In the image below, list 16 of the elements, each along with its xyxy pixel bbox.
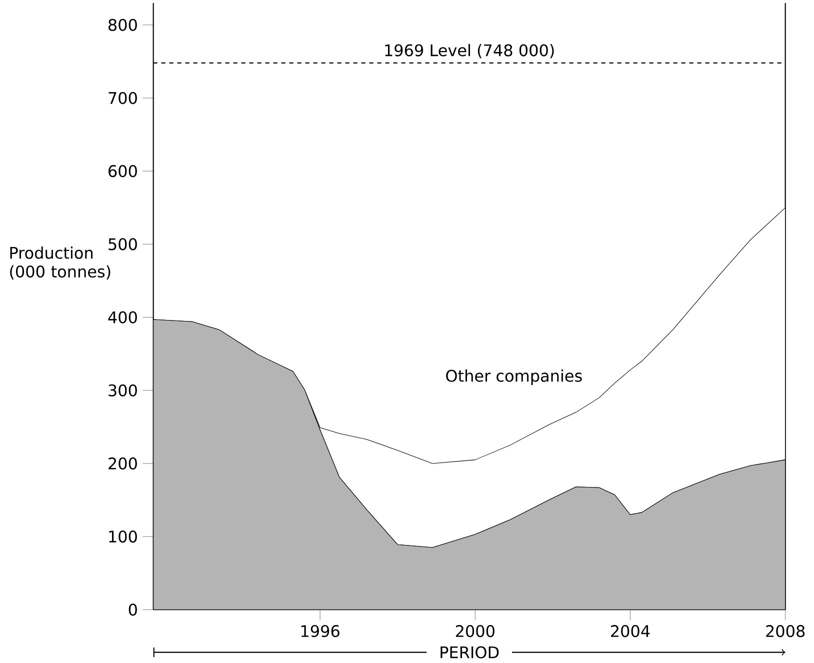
x-tick-label: 1996	[301, 625, 340, 638]
y-tick-label: 500	[108, 238, 137, 250]
ref-line-label: 1969 Level (748 000)	[385, 44, 554, 58]
x-tick-label: 2004	[611, 625, 650, 638]
y-tick-label: 200	[108, 457, 137, 470]
x-tick-label: 2000	[456, 625, 494, 638]
y-tick-label: 100	[109, 530, 137, 543]
x-axis-title: PERIOD	[440, 646, 499, 658]
x-tick-label: 2008	[766, 625, 805, 638]
y-tick-label: 300	[108, 384, 137, 396]
y-tick-label: 600	[108, 165, 137, 178]
y-tick-label: 800	[108, 18, 137, 31]
y-tick-label: 400	[108, 311, 137, 324]
series-label: Other companies	[446, 369, 582, 385]
y-tick-label: 0	[128, 604, 137, 616]
y-tick-label: 700	[108, 92, 137, 104]
